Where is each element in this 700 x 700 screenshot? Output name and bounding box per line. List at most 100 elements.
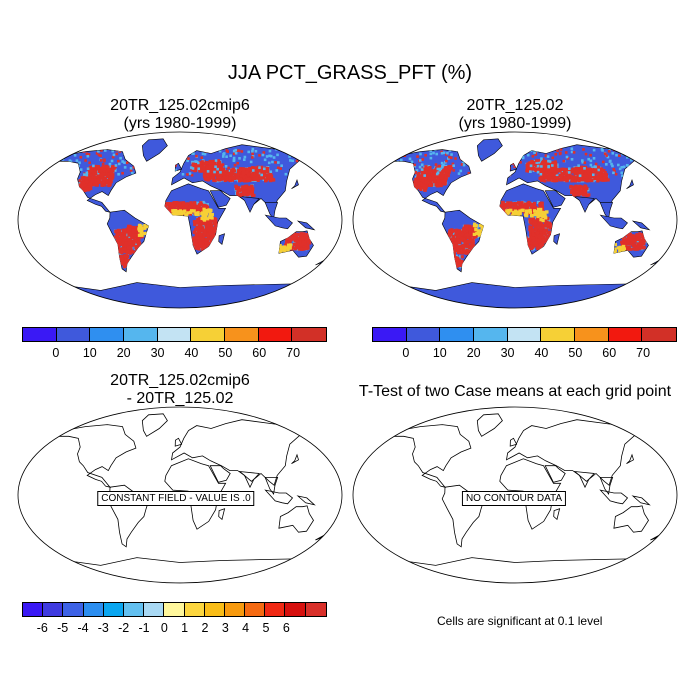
landmass-eurasia — [505, 419, 642, 486]
landmass-australia — [613, 505, 649, 533]
colorbar-1-swatch — [56, 328, 91, 341]
colorbar-2-swatch — [608, 328, 643, 341]
landmass-indonesia — [599, 214, 628, 230]
landmass-antarctica — [51, 557, 309, 583]
colorbar-1-swatch — [258, 328, 293, 341]
colorbar-2-swatch — [541, 328, 575, 341]
colorbar-1-tick-label: 30 — [150, 346, 165, 360]
landmass-namerica — [391, 424, 472, 488]
colorbar-1-tick-label: 50 — [218, 346, 233, 360]
colorbar-diff-swatch — [184, 603, 205, 616]
landmass-indonesia — [599, 489, 629, 505]
colorbar-panel-1 — [22, 327, 327, 342]
colorbar-1-tick-label: 0 — [52, 346, 60, 360]
colorbar-2-tick-label: 50 — [568, 346, 583, 360]
landmass-antarctica — [386, 557, 644, 583]
colorbar-diff-swatch — [144, 603, 165, 616]
landmass-indonesia — [264, 489, 294, 505]
colorbar-diff-tick-label: 5 — [262, 621, 270, 635]
landmass-greenland — [141, 138, 168, 162]
colorbar-diff-swatch — [103, 603, 124, 616]
colorbar-2-swatch — [642, 328, 676, 341]
landmass-madagascar — [218, 508, 226, 521]
colorbar-2-swatch — [574, 328, 609, 341]
colorbar-diff-tick-label: -6 — [36, 621, 48, 635]
colorbar-2-swatch — [507, 328, 542, 341]
constant-field-message: CONSTANT FIELD - VALUE IS .0 — [97, 491, 255, 506]
colorbar-2-tick-label: 70 — [636, 346, 651, 360]
landmass-seasia — [264, 202, 279, 220]
significance-note: Cells are significant at 0.1 level — [437, 614, 603, 628]
landmass-australia — [278, 505, 314, 533]
colorbar-diff-swatch — [265, 603, 286, 616]
landmass-greenland — [476, 413, 503, 437]
colorbar-1-tick-label: 10 — [82, 346, 97, 360]
landmass-namerica — [56, 424, 137, 488]
landmass-japan — [291, 178, 299, 189]
colorbar-1-swatch — [23, 328, 57, 341]
colorbar-2-swatch — [440, 328, 474, 341]
colorbar-1-swatch — [191, 328, 225, 341]
colorbar-diff-swatch — [23, 603, 44, 616]
panel-4-title: T-Test of two Case means at each grid po… — [358, 383, 672, 400]
colorbar-1-swatch — [90, 328, 124, 341]
grass-fraction-overlay — [57, 147, 315, 269]
landmass-madagascar — [218, 233, 226, 245]
colorbar-diff-swatch — [224, 603, 246, 616]
landmass-arabia — [209, 190, 231, 208]
colorbar-diff-swatch — [245, 603, 266, 616]
colorbar-1-tick-label: 60 — [252, 346, 267, 360]
colorbar-diff-swatch — [305, 603, 326, 616]
colorbar-difference — [22, 602, 327, 617]
landmass-nz — [315, 256, 330, 266]
panel-3-title: 20TR_125.02cmip6 - 20TR_125.02 — [110, 372, 250, 407]
landmass-japan — [291, 453, 299, 465]
colorbar-diff-swatch — [43, 603, 64, 616]
colorbar-labels-difference: -6 -5 -4 -3 -2 -1 0 1 2 3 4 5 6 — [22, 621, 327, 637]
colorbar-panel-2 — [372, 327, 677, 342]
landmass-nz — [315, 531, 330, 541]
colorbar-1-swatch — [224, 328, 259, 341]
colorbar-diff-tick-label: -2 — [118, 621, 130, 635]
landmass-nz — [650, 531, 665, 541]
colorbar-diff-tick-label: -4 — [77, 621, 89, 635]
no-contour-message: NO CONTOUR DATA — [461, 491, 567, 506]
colorbar-diff-tick-label: 2 — [201, 621, 209, 635]
map-land-group — [386, 138, 665, 308]
colorbar-1-swatch — [157, 328, 192, 341]
landmass-seasia — [264, 477, 279, 495]
map-outline — [17, 131, 343, 309]
landmass-arabia — [209, 465, 231, 483]
colorbar-diff-tick-label: -5 — [57, 621, 69, 635]
colorbar-diff-tick-label: 3 — [221, 621, 229, 635]
colorbar-1-tick-label: 40 — [184, 346, 199, 360]
landmass-antarctica — [386, 282, 644, 308]
colorbar-diff-swatch — [285, 603, 306, 616]
landmass-arabia — [544, 465, 566, 483]
colorbar-2-tick-label: 10 — [432, 346, 447, 360]
landmass-africa — [164, 458, 227, 530]
landmass-arabia — [544, 190, 566, 208]
map-land-group — [51, 138, 330, 308]
landmass-madagascar — [553, 508, 561, 521]
colorbar-diff-swatch — [164, 603, 185, 616]
colorbar-1-tick-label: 20 — [116, 346, 131, 360]
map-panel-ttest — [352, 406, 678, 584]
map-outline — [352, 406, 678, 584]
landmass-africa — [499, 458, 562, 530]
map-outline — [352, 131, 678, 309]
colorbar-diff-swatch — [83, 603, 104, 616]
colorbar-labels-panel-1: 0 10 20 30 40 50 60 70 — [22, 346, 327, 362]
colorbar-diff-tick-label: 1 — [181, 621, 189, 635]
colorbar-2-tick-label: 0 — [402, 346, 410, 360]
landmass-uk — [509, 437, 518, 447]
colorbar-diff-tick-label: 6 — [282, 621, 290, 635]
landmass-eurasia — [170, 419, 307, 486]
panel-2-title: 20TR_125.02 (yrs 1980-1999) — [458, 97, 572, 132]
colorbar-diff-tick-label: -1 — [138, 621, 150, 635]
landmass-japan — [626, 453, 634, 465]
colorbar-diff-swatch — [123, 603, 145, 616]
landmass-uk — [174, 437, 183, 447]
landmass-seasia — [599, 202, 614, 220]
map-outline — [17, 406, 343, 584]
